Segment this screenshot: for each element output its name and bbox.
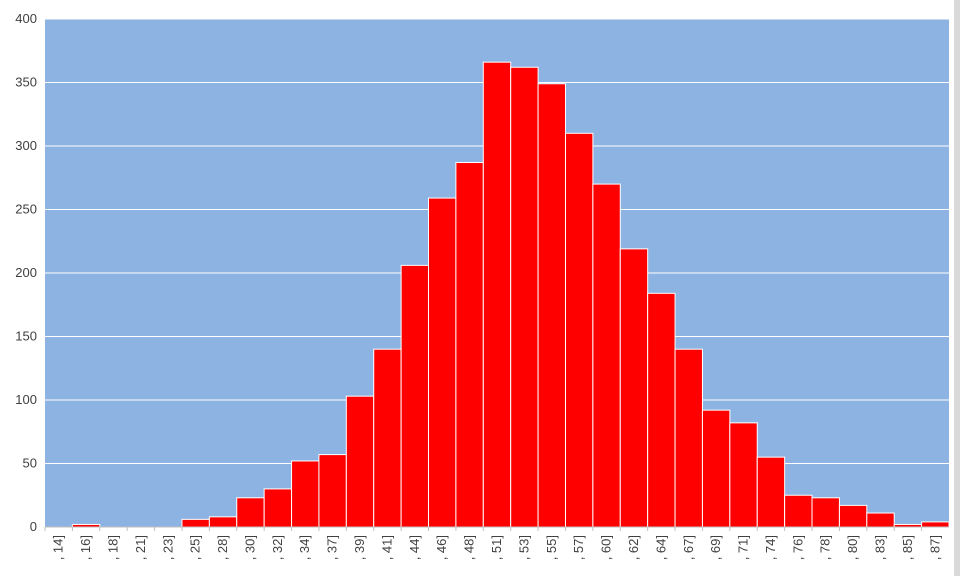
bar [537,83,566,528]
y-tick-label: 250 [15,202,37,217]
y-tick-label: 200 [15,265,37,280]
bar [400,264,430,528]
bar [811,497,840,528]
y-axis-ticks: 0 50 100 150 200 250 300 350 400 [15,11,37,534]
x-tick-label: , 69] [708,535,723,560]
x-tick-label: , 28] [215,535,230,560]
bar [564,132,594,528]
bar [921,521,950,528]
x-tick-label: , 51] [489,535,504,560]
x-tick-label: , 23] [160,535,175,560]
y-tick-label: 400 [15,11,37,26]
x-tick-label: , 67] [681,535,696,560]
bar [592,183,621,528]
y-tick-label: 300 [15,138,37,153]
bar [674,348,703,528]
y-tick-label: 100 [15,392,37,407]
x-tick-label: , 53] [516,535,531,560]
x-tick-label: , 41] [379,535,394,560]
x-tick-label: , 48] [462,535,477,560]
bar [345,395,375,528]
x-tick-label: , 76] [790,535,805,560]
x-tick-label: , 85] [900,535,915,560]
bar [729,422,758,528]
x-tick-label: , 39] [352,535,367,560]
x-tick-label: , 74] [763,535,778,560]
bar [181,518,210,528]
x-tick-label: , 57] [571,535,586,560]
x-tick-label: , 46] [434,535,449,560]
x-tick-label: , 18] [105,535,120,560]
bar [373,348,402,528]
bar [428,197,457,528]
bar [482,61,512,528]
y-tick-label: 0 [30,519,37,534]
x-tick-label: , 30] [242,535,257,560]
x-tick-label: , 64] [653,535,668,560]
bar [263,488,293,528]
x-tick-label: , 87] [927,535,942,560]
bar [455,162,484,528]
bars [71,61,950,528]
x-tick-label: , 34] [297,535,312,560]
x-tick-label: , 62] [626,535,641,560]
bar [208,516,238,528]
x-tick-label: , 60] [599,535,614,560]
bar [756,456,786,528]
window-edge [954,0,960,576]
x-tick-label: , 32] [270,535,285,560]
bar [647,292,676,528]
x-tick-label: , 83] [873,535,888,560]
bar [784,494,813,528]
x-axis-ticks: , 14] , 16] , 18] , 21] , 23] , 25] , 28] , 30]… [44,527,942,560]
x-tick-label: , 44] [407,535,422,560]
x-tick-label: , 78] [818,535,833,560]
x-tick-label: , 37] [325,535,340,560]
y-tick-label: 50 [23,456,37,471]
bar [838,504,868,528]
bar [619,248,649,528]
x-tick-label: , 16] [78,535,93,560]
y-tick-label: 150 [15,329,37,344]
x-tick-label: , 14] [51,535,66,560]
bar [701,409,731,528]
x-tick-label: , 25] [188,535,203,560]
bar [866,512,895,528]
bar [510,66,539,528]
x-tick-label: , 21] [133,535,148,560]
x-tick-label: , 71] [736,535,751,560]
bar [236,497,265,528]
x-tick-label: , 80] [845,535,860,560]
x-tick-label: , 55] [544,535,559,560]
bar [291,460,320,528]
y-tick-label: 350 [15,75,37,90]
bar [318,454,347,528]
